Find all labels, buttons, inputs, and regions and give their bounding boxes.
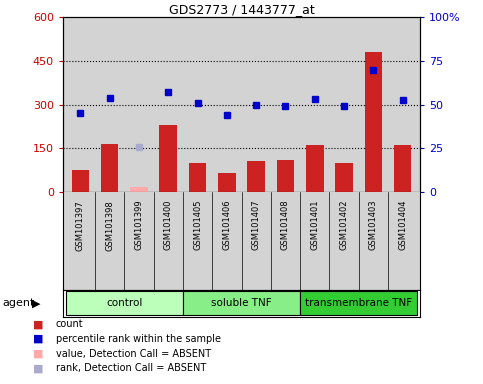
Text: value, Detection Call = ABSENT: value, Detection Call = ABSENT — [56, 349, 211, 359]
Bar — [71, 170, 89, 192]
Text: GSM101407: GSM101407 — [252, 200, 261, 250]
Text: control: control — [106, 298, 142, 308]
Text: ■: ■ — [33, 349, 44, 359]
Bar — [247, 161, 265, 192]
Text: transmembrane TNF: transmembrane TNF — [305, 298, 412, 308]
Bar — [183, 291, 300, 316]
Bar — [159, 125, 177, 192]
Bar — [101, 144, 118, 192]
Bar — [189, 163, 206, 192]
Text: GSM101401: GSM101401 — [310, 200, 319, 250]
Bar — [300, 291, 417, 316]
Text: GSM101408: GSM101408 — [281, 200, 290, 250]
Bar — [335, 163, 353, 192]
Text: GSM101402: GSM101402 — [340, 200, 349, 250]
Bar — [218, 173, 236, 192]
Bar — [66, 291, 183, 316]
Title: GDS2773 / 1443777_at: GDS2773 / 1443777_at — [169, 3, 314, 16]
Text: ▶: ▶ — [32, 298, 41, 308]
Text: ■: ■ — [33, 334, 44, 344]
Bar — [306, 146, 324, 192]
Bar — [277, 160, 294, 192]
Text: GSM101397: GSM101397 — [76, 200, 85, 251]
Text: GSM101400: GSM101400 — [164, 200, 173, 250]
Text: soluble TNF: soluble TNF — [211, 298, 272, 308]
Text: GSM101399: GSM101399 — [134, 200, 143, 250]
Text: ■: ■ — [33, 363, 44, 373]
Text: rank, Detection Call = ABSENT: rank, Detection Call = ABSENT — [56, 363, 206, 373]
Text: percentile rank within the sample: percentile rank within the sample — [56, 334, 221, 344]
Text: GSM101398: GSM101398 — [105, 200, 114, 251]
Text: GSM101403: GSM101403 — [369, 200, 378, 250]
Text: agent: agent — [2, 298, 35, 308]
Text: ■: ■ — [33, 319, 44, 329]
Text: GSM101405: GSM101405 — [193, 200, 202, 250]
Text: GSM101404: GSM101404 — [398, 200, 407, 250]
Text: count: count — [56, 319, 83, 329]
Bar — [365, 52, 382, 192]
Bar — [130, 187, 148, 192]
Bar — [394, 146, 412, 192]
Text: GSM101406: GSM101406 — [222, 200, 231, 250]
